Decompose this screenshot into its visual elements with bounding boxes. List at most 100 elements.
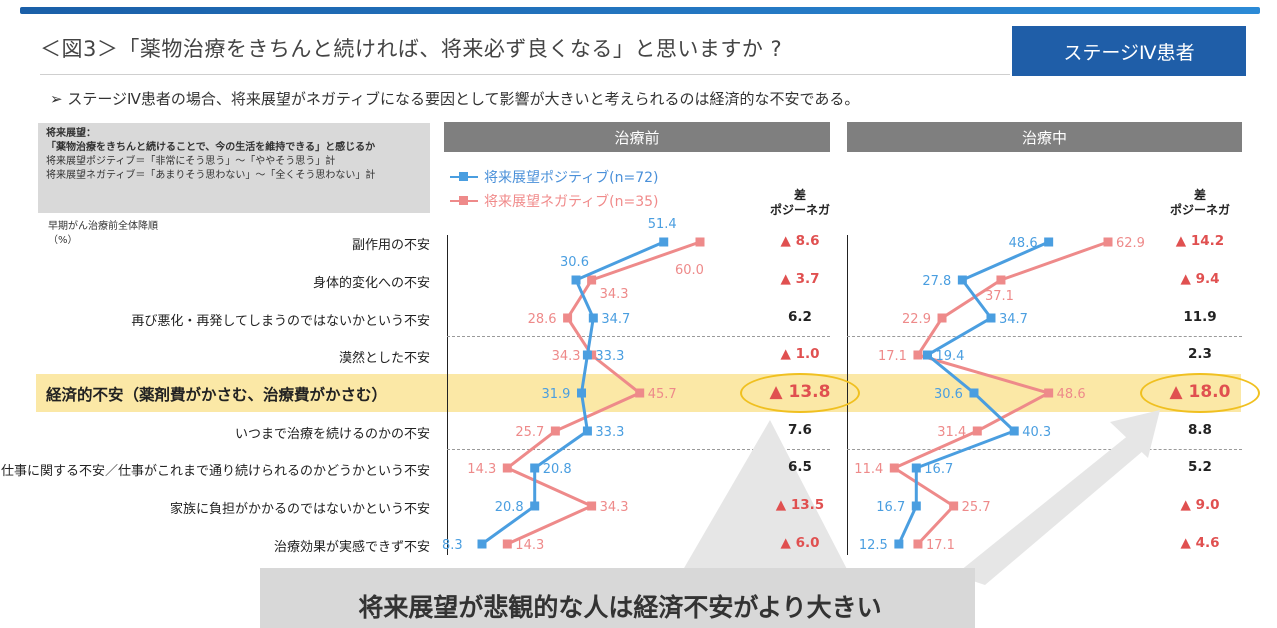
negative-point (913, 350, 923, 360)
positive-value-label: 19.4 (935, 349, 964, 364)
diff-header-line2: ポジーネガ (1169, 203, 1230, 217)
negative-point (937, 313, 947, 323)
positive-point (911, 501, 921, 511)
legend-positive-swatch (450, 172, 478, 181)
emphasis-circle (1140, 373, 1260, 413)
callout-arrow-left (680, 420, 850, 575)
definition-question: 「薬物治療をきちんと続けることで、今の生活を維持できる」と感じるか (46, 142, 376, 153)
diff-value: 7.6 (788, 422, 812, 438)
positive-value-label: 27.8 (922, 274, 951, 289)
positive-value-label: 33.3 (595, 349, 624, 364)
legend-negative-swatch (450, 196, 478, 205)
callout-text: 将来展望が悲観的な人は経済不安がより大きい (358, 593, 882, 622)
stage-badge: ステージⅣ患者 (1012, 26, 1246, 76)
summary-bullet: ➢ ステージⅣ患者の場合、将来展望がネガティブになる要因として影響が大きいと考え… (50, 90, 860, 108)
positive-value-label: 12.5 (859, 538, 888, 553)
negative-point (889, 463, 899, 473)
negative-point (563, 313, 573, 323)
diff-value: ▲ 13.5 (775, 497, 825, 513)
diff-value: ▲ 4.6 (1180, 535, 1220, 551)
negative-point (635, 388, 645, 398)
positive-value-label: 33.3 (595, 425, 624, 440)
figure-title: ＜図3＞「薬物治療をきちんと続ければ、将来必ず良くなる」と思いますか ? (40, 37, 783, 61)
negative-value-label: 25.7 (962, 500, 991, 515)
positive-point (530, 463, 540, 473)
callout-box (260, 568, 975, 628)
definition-negative: 将来展望ネガティブ＝「あまりそう思わない」～「全くそう思わない」計 (46, 170, 376, 181)
category-label: 経済的不安（薬剤費がかさむ、治療費がかさむ） (46, 386, 388, 404)
diff-header-before: 差 ポジーネガ (760, 188, 840, 218)
negative-value-label: 14.3 (467, 462, 496, 477)
legend-negative: 将来展望ネガティブ(n=35) (450, 191, 659, 211)
diff-value: ▲ 1.0 (780, 346, 820, 362)
positive-point (477, 539, 487, 549)
negative-value-label: 17.1 (878, 349, 907, 364)
category-label: 再び悪化・再発してしまうのではないかという不安 (131, 314, 430, 329)
positive-value-label: 34.7 (999, 312, 1028, 327)
negative-value-label: 14.3 (515, 538, 544, 553)
negative-value-label: 48.6 (1057, 387, 1086, 402)
positive-point (894, 539, 904, 549)
definition-positive: 将来展望ポジティブ＝「非常にそう思う」～「ややそう思う」計 (46, 156, 336, 167)
positive-point (969, 388, 979, 398)
positive-point (588, 313, 598, 323)
diff-value: 6.5 (788, 459, 812, 475)
panel-header-during: 治療中 (847, 122, 1242, 152)
negative-point (1044, 388, 1054, 398)
negative-value-label: 34.3 (600, 500, 629, 515)
negative-value-label: 34.3 (600, 287, 629, 302)
positive-point (1044, 237, 1054, 247)
positive-point (530, 501, 540, 511)
callout-arrow-head (1110, 410, 1160, 458)
negative-point (1103, 237, 1113, 247)
negative-value-label: 37.1 (985, 289, 1014, 304)
diff-header-during: 差 ポジーネガ (1160, 188, 1240, 218)
group-separator (847, 336, 1242, 337)
diff-value: ▲ 9.0 (1180, 497, 1220, 513)
negative-point (587, 275, 597, 285)
negative-value-label: 11.4 (854, 462, 883, 477)
axis-line-before (447, 235, 448, 555)
legend-positive-label: 将来展望ポジティブ(n=72) (484, 170, 659, 186)
category-label: 漠然とした不安 (338, 351, 430, 366)
unit-note: （%） (48, 235, 78, 246)
group-separator (447, 449, 830, 450)
diff-header-line1: 差 (1193, 188, 1206, 202)
diff-value: ▲ 9.4 (1180, 271, 1220, 287)
negative-point (949, 501, 959, 511)
diff-value: 5.2 (1188, 459, 1212, 475)
definition-box: 将来展望： 「薬物治療をきちんと続けることで、今の生活を維持できる」と感じるか … (38, 123, 430, 213)
positive-value-label: 48.6 (1009, 236, 1038, 251)
positive-point (582, 350, 592, 360)
positive-point (922, 350, 932, 360)
negative-value-label: 34.3 (552, 349, 581, 364)
negative-point (972, 426, 982, 436)
negative-point (502, 463, 512, 473)
diff-header-line2: ポジーネガ (769, 203, 830, 217)
positive-point (911, 463, 921, 473)
negative-value-label: 62.9 (1116, 236, 1145, 251)
top-accent-bar (20, 7, 1260, 14)
category-label: 家族に負担がかかるのではないかという不安 (169, 502, 430, 517)
category-label: 身体的変化への不安 (312, 276, 430, 291)
negative-point (913, 539, 923, 549)
positive-point (577, 388, 587, 398)
legend-positive: 将来展望ポジティブ(n=72) (450, 167, 659, 187)
group-separator (447, 336, 830, 337)
negative-point (996, 275, 1006, 285)
positive-point (571, 275, 581, 285)
positive-value-label: 20.8 (495, 500, 524, 515)
diff-value: ▲ 14.2 (1175, 233, 1225, 249)
diff-value: 2.3 (1188, 346, 1212, 362)
positive-value-label: 8.3 (442, 538, 463, 553)
negative-point (550, 426, 560, 436)
callout-arrow-right (955, 430, 1150, 585)
positive-value-label: 31.9 (542, 387, 571, 402)
title-divider (40, 74, 1010, 75)
positive-value-label: 34.7 (601, 312, 630, 327)
positive-value-label: 16.7 (924, 462, 953, 477)
positive-point (582, 426, 592, 436)
category-label: いつまで治療を続けるのかの不安 (234, 427, 430, 442)
emphasis-circle (740, 373, 860, 413)
